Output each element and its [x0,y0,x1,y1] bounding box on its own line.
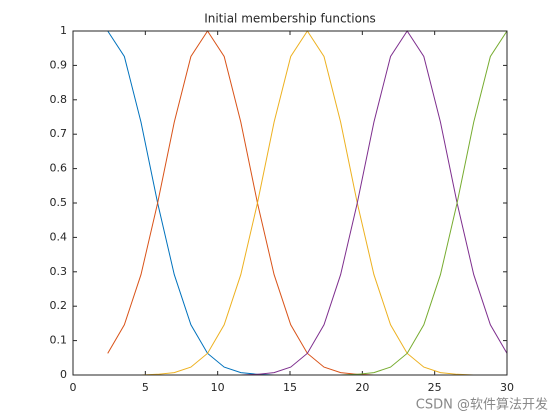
y-tick-label: 0.1 [50,334,68,347]
x-tick-label: 10 [211,381,225,394]
x-tick-label: 5 [142,381,149,394]
axes-box [72,30,508,376]
y-tick-label: 0.3 [50,265,68,278]
y-tick-label: 1 [60,24,67,37]
y-tick-label: 0.4 [50,230,68,243]
x-tick-label: 0 [70,381,77,394]
chart-title: Initial membership functions [204,12,376,26]
x-tick-label: 15 [283,381,297,394]
x-tick-label: 30 [500,381,514,394]
watermark: CSDN @软件算法开发 [416,397,548,413]
y-tick-label: 0 [60,368,67,381]
plot-area [73,31,507,375]
y-tick-label: 0.7 [50,127,68,140]
x-tick-label: 20 [355,381,369,394]
y-tick-label: 0.5 [50,196,68,209]
y-tick-label: 0.6 [50,162,68,175]
y-tick-label: 0.2 [50,299,68,312]
y-tick-label: 0.8 [50,93,68,106]
y-tick-label: 0.9 [50,58,68,71]
x-tick-label: 25 [428,381,442,394]
